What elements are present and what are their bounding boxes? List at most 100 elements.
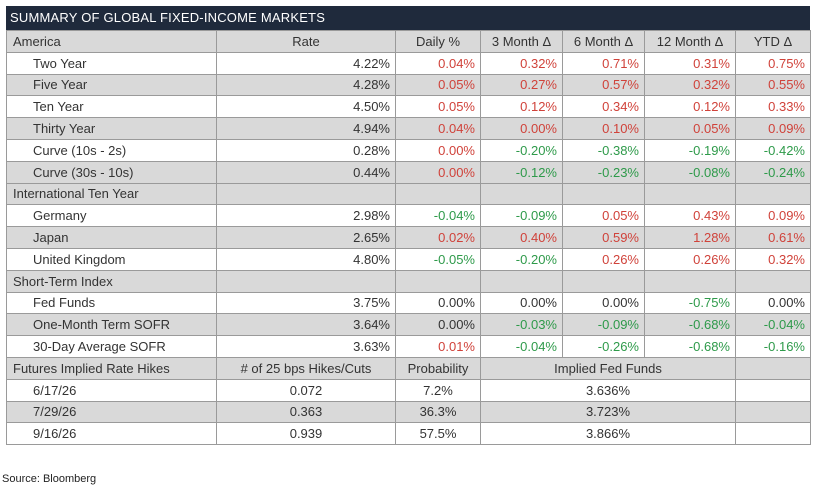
m12-cell: 0.31% <box>644 51 736 75</box>
row-label: Japan <box>6 226 217 249</box>
futures-implied: 3.636% <box>480 378 736 402</box>
m3-cell: 0.00% <box>480 117 563 140</box>
m12-cell: 0.12% <box>644 95 736 119</box>
daily-cell: 0.00% <box>395 138 481 162</box>
ytd-cell: -0.24% <box>735 160 811 184</box>
futures-hikes: 0.072 <box>216 378 396 402</box>
daily-cell: 0.00% <box>395 160 481 184</box>
table-row: 6/17/26 0.072 7.2% 3.636% <box>6 378 811 402</box>
row-label: One-Month Term SOFR <box>6 313 217 337</box>
m6-cell: 0.34% <box>562 95 645 119</box>
ytd-cell: -0.16% <box>735 335 811 358</box>
m6-cell: -0.09% <box>562 313 645 337</box>
table-row: 9/16/26 0.939 57.5% 3.866% <box>6 422 811 446</box>
m6-cell: 0.71% <box>562 51 645 75</box>
table-row: Curve (10s - 2s) 0.28% 0.00% -0.20% -0.38% -0… <box>6 138 811 162</box>
empty-cell <box>735 182 811 206</box>
daily-cell: 0.05% <box>395 95 481 119</box>
header-6m: 6 Month Δ <box>562 30 645 53</box>
table-row: 7/29/26 0.363 36.3% 3.723% <box>6 400 811 424</box>
m6-cell: 0.59% <box>562 226 645 249</box>
ytd-cell: 0.55% <box>735 73 811 97</box>
ytd-cell: -0.04% <box>735 313 811 337</box>
empty-cell <box>562 182 645 206</box>
m3-cell: 0.40% <box>480 226 563 249</box>
empty-cell <box>480 269 563 293</box>
rate-cell: 4.50% <box>216 95 396 119</box>
futures-implied: 3.866% <box>480 422 736 446</box>
futures-header-row: Futures Implied Rate Hikes # of 25 bps Hi… <box>6 356 811 380</box>
futures-date: 6/17/26 <box>6 378 217 402</box>
m12-cell: -0.68% <box>644 313 736 337</box>
row-label: Ten Year <box>6 95 217 119</box>
row-label: Two Year <box>6 51 217 75</box>
m3-cell: -0.04% <box>480 335 563 358</box>
futures-hikes: 0.363 <box>216 400 396 424</box>
summary-sheet: SUMMARY OF GLOBAL FIXED-INCOME MARKETS A… <box>6 6 811 446</box>
section-international: International Ten Year <box>6 182 811 206</box>
daily-cell: -0.04% <box>395 204 481 228</box>
futures-date: 7/29/26 <box>6 400 217 424</box>
ytd-cell: 0.09% <box>735 204 811 228</box>
header-daily: Daily % <box>395 30 481 53</box>
row-label: Five Year <box>6 73 217 97</box>
empty-cell <box>735 378 811 402</box>
table-row: United Kingdom 4.80% -0.05% -0.20% 0.26% 0.26… <box>6 247 811 271</box>
table-row: Germany 2.98% -0.04% -0.09% 0.05% 0.43% 0.09% <box>6 204 811 228</box>
table-row: One-Month Term SOFR 3.64% 0.00% -0.03% -0.09… <box>6 313 811 337</box>
ytd-cell: -0.42% <box>735 138 811 162</box>
m12-cell: -0.68% <box>644 335 736 358</box>
ytd-cell: 0.00% <box>735 291 811 315</box>
table-title: SUMMARY OF GLOBAL FIXED-INCOME MARKETS <box>6 6 810 30</box>
table-row: 30-Day Average SOFR 3.63% 0.01% -0.04% -0.26… <box>6 335 811 358</box>
futures-hikes: 0.939 <box>216 422 396 446</box>
section-short-term: Short-Term Index <box>6 269 811 293</box>
empty-cell <box>480 182 563 206</box>
fixed-income-table: America Rate Daily % 3 Month Δ 6 Month Δ… <box>6 30 811 446</box>
m3-cell: 0.00% <box>480 291 563 315</box>
section-short-term-label: Short-Term Index <box>6 269 217 293</box>
futures-hikes-header: # of 25 bps Hikes/Cuts <box>216 356 396 380</box>
ytd-cell: 0.09% <box>735 117 811 140</box>
m3-cell: -0.12% <box>480 160 563 184</box>
rate-cell: 0.44% <box>216 160 396 184</box>
futures-date: 9/16/26 <box>6 422 217 446</box>
m12-cell: 0.26% <box>644 247 736 271</box>
m6-cell: -0.26% <box>562 335 645 358</box>
daily-cell: 0.04% <box>395 117 481 140</box>
row-label: Curve (30s - 10s) <box>6 160 217 184</box>
futures-prob: 7.2% <box>395 378 481 402</box>
rate-cell: 4.94% <box>216 117 396 140</box>
futures-prob: 36.3% <box>395 400 481 424</box>
row-label: Thirty Year <box>6 117 217 140</box>
rate-cell: 4.22% <box>216 51 396 75</box>
futures-prob: 57.5% <box>395 422 481 446</box>
row-label: Germany <box>6 204 217 228</box>
futures-prob-header: Probability <box>395 356 481 380</box>
futures-implied-header: Implied Fed Funds <box>480 356 736 380</box>
m6-cell: 0.00% <box>562 291 645 315</box>
header-row: America Rate Daily % 3 Month Δ 6 Month Δ… <box>6 30 811 53</box>
ytd-cell: 0.32% <box>735 247 811 271</box>
empty-cell <box>735 400 811 424</box>
table-row: Five Year 4.28% 0.05% 0.27% 0.57% 0.32% 0.55% <box>6 73 811 97</box>
table-row: Fed Funds 3.75% 0.00% 0.00% 0.00% -0.75% 0.00% <box>6 291 811 315</box>
empty-cell <box>562 269 645 293</box>
rate-cell: 4.28% <box>216 73 396 97</box>
daily-cell: 0.01% <box>395 335 481 358</box>
m12-cell: 0.32% <box>644 73 736 97</box>
ytd-cell: 0.75% <box>735 51 811 75</box>
m6-cell: 0.26% <box>562 247 645 271</box>
header-america: America <box>6 30 217 53</box>
m3-cell: 0.27% <box>480 73 563 97</box>
daily-cell: -0.05% <box>395 247 481 271</box>
m6-cell: -0.23% <box>562 160 645 184</box>
m12-cell: 1.28% <box>644 226 736 249</box>
section-international-label: International Ten Year <box>6 182 217 206</box>
empty-cell <box>735 356 811 380</box>
table-row: Ten Year 4.50% 0.05% 0.12% 0.34% 0.12% 0.33% <box>6 95 811 119</box>
rate-cell: 3.63% <box>216 335 396 358</box>
header-rate: Rate <box>216 30 396 53</box>
empty-cell <box>644 269 736 293</box>
empty-cell <box>644 182 736 206</box>
